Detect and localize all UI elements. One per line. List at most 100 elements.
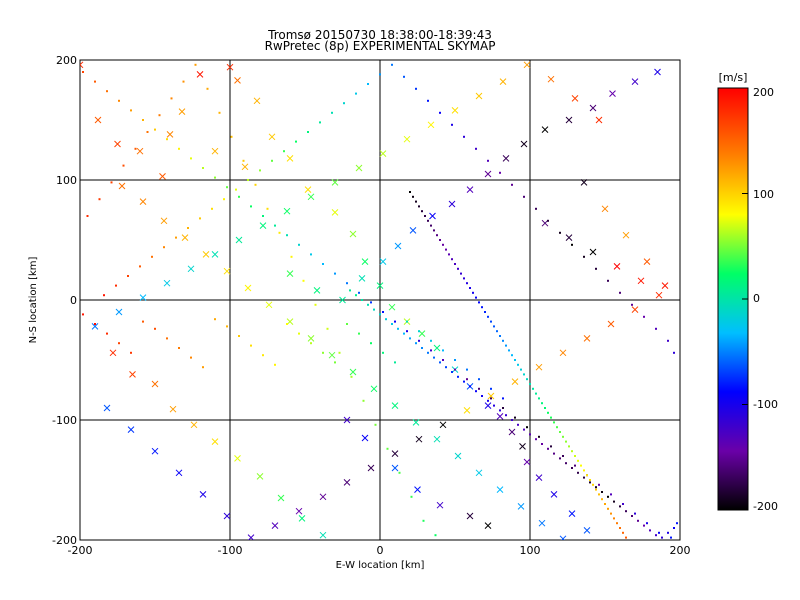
data-point-dot [487, 159, 489, 162]
data-point-dot [247, 179, 249, 181]
data-point-dot [517, 363, 519, 366]
data-point-cross [496, 486, 504, 493]
data-point-dot [370, 301, 372, 304]
data-point-cross [178, 108, 186, 115]
data-point-dot [163, 246, 165, 249]
data-point-cross [499, 78, 507, 85]
data-point-dot [553, 452, 555, 455]
data-point-dot [194, 63, 197, 66]
data-point-cross [244, 284, 252, 292]
data-point-cross [559, 535, 567, 540]
data-point-dot [541, 402, 543, 405]
data-point-dot [367, 303, 369, 306]
data-point-dot [373, 308, 375, 311]
data-point-dot [94, 80, 96, 83]
data-point-dot [421, 347, 423, 349]
data-point-cross [319, 493, 327, 501]
data-point-cross [187, 265, 195, 273]
data-point-cross [601, 205, 609, 213]
data-point-dot [532, 387, 534, 390]
data-point-dot [166, 337, 168, 340]
data-point-dot [355, 294, 357, 297]
data-point-dot [610, 493, 612, 496]
data-point-cross [199, 491, 207, 498]
data-point-dot [283, 150, 285, 153]
data-point-cross [211, 438, 219, 445]
data-point-cross [234, 455, 241, 462]
data-point-dot [631, 515, 633, 517]
data-point-dot [529, 433, 531, 436]
data-point-dot [568, 445, 570, 448]
data-point-cross [427, 121, 435, 129]
data-point-dot [547, 447, 549, 450]
data-point-cross [349, 368, 357, 376]
data-point-dot [409, 337, 411, 340]
data-point-cross [436, 501, 444, 509]
data-point-dot [619, 291, 621, 294]
data-point-dot [481, 395, 483, 397]
data-point-dot [409, 191, 411, 193]
data-point-dot [154, 327, 156, 330]
data-point-cross [379, 150, 387, 157]
y-tick-label: 0 [70, 294, 77, 307]
data-point-cross [166, 131, 174, 138]
data-point-cross [151, 447, 159, 455]
data-point-dot [202, 167, 204, 169]
data-point-dot [454, 263, 456, 265]
data-point-dot [604, 503, 606, 505]
data-point-dot [82, 71, 84, 73]
data-point-dot [451, 123, 453, 126]
data-point-dot [334, 272, 336, 275]
data-point-cross [538, 519, 546, 527]
data-point-dot [349, 289, 351, 292]
data-point-dot [412, 195, 414, 198]
data-point-cross [223, 512, 231, 520]
data-point-dot [583, 476, 585, 479]
data-point-dot [475, 296, 477, 299]
data-point-dot [230, 135, 233, 138]
data-point-cross [454, 452, 462, 460]
data-point-cross [151, 380, 159, 388]
data-point-cross [475, 92, 483, 100]
data-point-dot [583, 469, 585, 472]
data-point-dot [406, 320, 408, 323]
data-point-dot [475, 390, 477, 393]
data-point-dot [410, 495, 413, 498]
data-point-dot [670, 536, 672, 539]
data-point-cross [211, 251, 219, 258]
data-point-dot [520, 368, 522, 371]
data-point-dot [170, 97, 173, 100]
data-point-dot [278, 231, 281, 234]
data-point-dot [463, 380, 465, 383]
data-point-dot [254, 183, 257, 186]
data-point-cross [565, 234, 573, 241]
x-axis-label: E-W location [km] [336, 560, 425, 571]
data-point-dot [457, 267, 459, 270]
data-point-dot [178, 347, 180, 349]
data-point-dot [463, 135, 465, 138]
data-point-dot [250, 344, 252, 347]
data-point-cross [283, 207, 291, 215]
data-point-dot [226, 186, 228, 189]
data-point-dot [559, 231, 561, 234]
data-point-cross [159, 173, 166, 180]
data-point-dot [535, 207, 537, 210]
data-point-dot [295, 140, 297, 143]
data-point-dot [439, 239, 441, 241]
x-tick-label: 0 [377, 544, 384, 557]
data-point-dot [82, 313, 84, 316]
data-point-dot [218, 111, 221, 114]
data-point-dot [433, 356, 435, 359]
data-point-dot [418, 205, 420, 208]
data-point-cross [409, 227, 417, 234]
data-point-dot [511, 419, 513, 421]
data-point-dot [442, 243, 444, 246]
data-point-dot [422, 519, 425, 522]
colorbar-tick-label: 100 [753, 188, 774, 201]
data-point-dot [415, 342, 417, 345]
data-point-dot [430, 349, 432, 352]
data-point-cross [202, 251, 210, 258]
data-point-cross [115, 308, 123, 316]
data-point-dot [178, 147, 180, 150]
